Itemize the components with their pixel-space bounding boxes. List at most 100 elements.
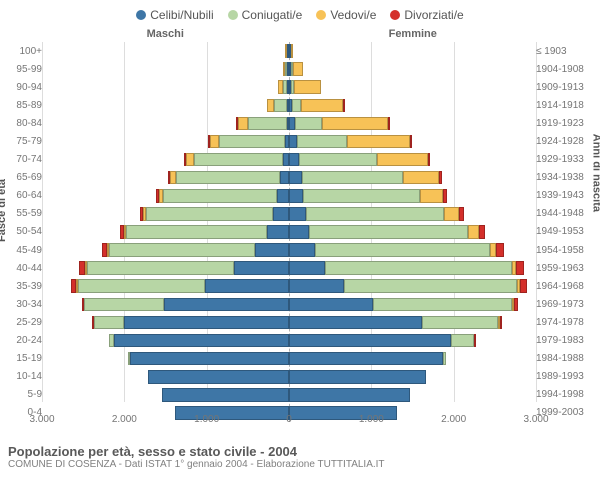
female-bar bbox=[289, 370, 530, 384]
x-tick-label: 3.000 bbox=[29, 414, 54, 425]
age-row: 100+ ≤ 1903 bbox=[0, 42, 600, 60]
segment-single bbox=[280, 171, 289, 185]
header-female: Femmine bbox=[290, 28, 537, 40]
male-bar bbox=[48, 388, 289, 402]
female-bar bbox=[289, 189, 530, 203]
birth-label: 1944-1948 bbox=[530, 208, 600, 219]
age-label: 45-49 bbox=[0, 245, 48, 256]
segment-married bbox=[303, 189, 419, 203]
age-row: 40-441959-1963 bbox=[0, 259, 600, 277]
segment-married bbox=[126, 225, 267, 239]
segment-divorced bbox=[496, 243, 504, 257]
segment-widowed bbox=[468, 225, 478, 239]
segment-single bbox=[289, 298, 373, 312]
segment-widowed bbox=[186, 153, 194, 167]
legend: Celibi/NubiliConiugati/eVedovi/eDivorzia… bbox=[0, 0, 600, 28]
bar-pair bbox=[48, 223, 530, 241]
pyramid-chart: Celibi/NubiliConiugati/eVedovi/eDivorzia… bbox=[0, 0, 600, 500]
age-label: 25-29 bbox=[0, 317, 48, 328]
segment-married bbox=[325, 261, 511, 275]
legend-label: Celibi/Nubili bbox=[150, 8, 213, 22]
age-label: 50-54 bbox=[0, 226, 48, 237]
x-tick-label: 2.000 bbox=[112, 414, 137, 425]
bar-pair bbox=[48, 205, 530, 223]
male-bar bbox=[48, 352, 289, 366]
segment-married bbox=[274, 99, 287, 113]
segment-single bbox=[148, 370, 289, 384]
segment-widowed bbox=[322, 117, 388, 131]
header-male: Maschi bbox=[42, 28, 289, 40]
segment-single bbox=[255, 243, 289, 257]
male-bar bbox=[48, 316, 289, 330]
segment-widowed bbox=[294, 80, 321, 94]
segment-single bbox=[289, 261, 325, 275]
segment-single bbox=[289, 171, 302, 185]
age-row: 65-69 1934-1938 bbox=[0, 169, 600, 187]
age-row: 5-91994-1998 bbox=[0, 386, 600, 404]
birth-label: 1959-1963 bbox=[530, 263, 600, 274]
female-bar bbox=[289, 171, 530, 185]
segment-married bbox=[309, 225, 468, 239]
female-bar bbox=[289, 117, 530, 131]
segment-widowed bbox=[301, 99, 343, 113]
female-bar bbox=[289, 334, 530, 348]
bar-pair bbox=[48, 295, 530, 313]
segment-single bbox=[289, 135, 297, 149]
segment-single bbox=[289, 153, 299, 167]
female-bar bbox=[289, 243, 530, 257]
segment-single bbox=[164, 298, 289, 312]
segment-single bbox=[289, 279, 344, 293]
bar-pair bbox=[48, 259, 530, 277]
female-bar bbox=[289, 62, 530, 76]
segment-single bbox=[234, 261, 289, 275]
age-row: 55-591944-1948 bbox=[0, 205, 600, 223]
male-bar bbox=[48, 298, 289, 312]
segment-single bbox=[289, 352, 443, 366]
age-label: 30-34 bbox=[0, 299, 48, 310]
male-bar bbox=[48, 153, 289, 167]
segment-single bbox=[205, 279, 289, 293]
age-row: 15-191984-1988 bbox=[0, 350, 600, 368]
birth-label: 1954-1958 bbox=[530, 245, 600, 256]
segment-married bbox=[109, 243, 255, 257]
birth-label: 1974-1978 bbox=[530, 317, 600, 328]
birth-label: 1949-1953 bbox=[530, 226, 600, 237]
female-bar bbox=[289, 261, 530, 275]
male-bar bbox=[48, 370, 289, 384]
age-row: 20-241979-1983 bbox=[0, 332, 600, 350]
age-label: 70-74 bbox=[0, 154, 48, 165]
segment-single bbox=[289, 370, 426, 384]
age-row: 80-841919-1923 bbox=[0, 114, 600, 132]
segment-married bbox=[451, 334, 473, 348]
x-axis: 3.0002.0001.00001.0002.0003.000 bbox=[0, 414, 600, 442]
age-label: 100+ bbox=[0, 46, 48, 57]
segment-divorced bbox=[343, 99, 345, 113]
female-bar bbox=[289, 153, 530, 167]
birth-label: 1914-1918 bbox=[530, 100, 600, 111]
segment-divorced bbox=[516, 261, 525, 275]
female-bar bbox=[289, 279, 530, 293]
birth-label: ≤ 1903 bbox=[530, 46, 600, 57]
segment-single bbox=[267, 225, 289, 239]
age-label: 5-9 bbox=[0, 389, 48, 400]
legend-swatch bbox=[228, 10, 238, 20]
age-label: 15-19 bbox=[0, 353, 48, 364]
segment-divorced bbox=[410, 135, 412, 149]
segment-single bbox=[289, 207, 306, 221]
bar-pair bbox=[48, 169, 530, 187]
segment-single bbox=[289, 189, 303, 203]
birth-label: 1979-1983 bbox=[530, 335, 600, 346]
age-row: 30-341969-1973 bbox=[0, 295, 600, 313]
segment-single bbox=[162, 388, 289, 402]
segment-widowed bbox=[291, 44, 293, 58]
male-bar bbox=[48, 135, 289, 149]
segment-widowed bbox=[347, 135, 410, 149]
chart-subtitle: COMUNE DI COSENZA - Dati ISTAT 1° gennai… bbox=[8, 459, 592, 470]
bar-pair bbox=[48, 368, 530, 386]
age-row: 45-49 1954-1958 bbox=[0, 241, 600, 259]
segment-married bbox=[299, 153, 376, 167]
birth-label: 1934-1938 bbox=[530, 172, 600, 183]
segment-married bbox=[248, 117, 287, 131]
birth-label: 1919-1923 bbox=[530, 118, 600, 129]
age-label: 65-69 bbox=[0, 172, 48, 183]
